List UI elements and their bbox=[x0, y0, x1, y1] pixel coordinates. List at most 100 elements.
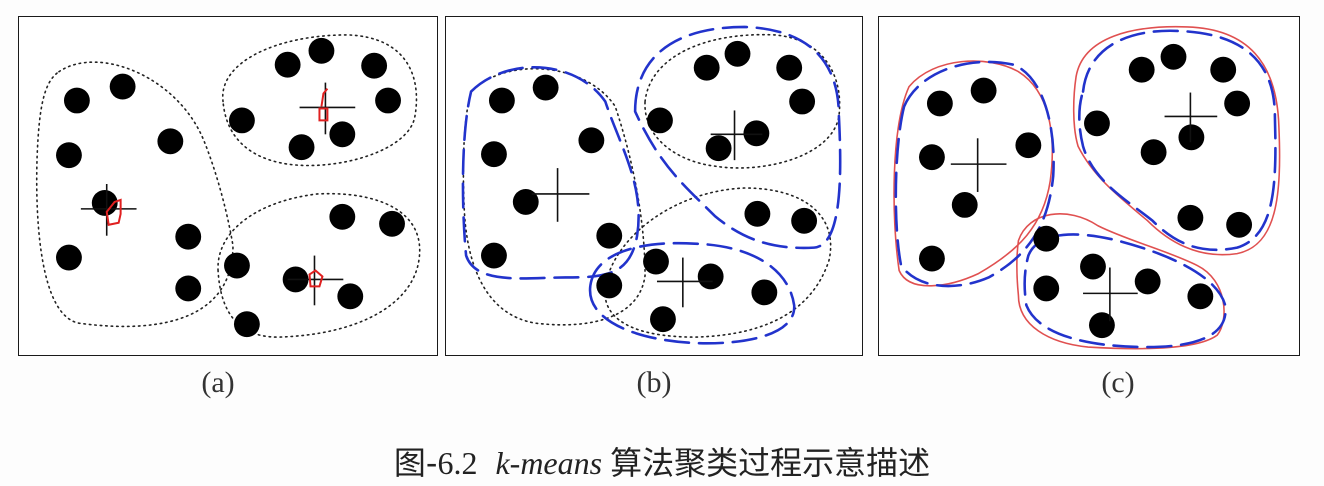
panel-a bbox=[18, 16, 438, 356]
data-point bbox=[751, 279, 778, 306]
data-point bbox=[1089, 312, 1115, 339]
data-point bbox=[919, 245, 945, 272]
data-point bbox=[157, 128, 184, 155]
cluster-boundary-final bbox=[1072, 25, 1281, 256]
caption-prefix: 图- bbox=[393, 444, 438, 482]
data-point bbox=[1178, 124, 1205, 151]
caption-text: 算法聚类过程示意描述 bbox=[610, 444, 931, 482]
data-point bbox=[481, 141, 507, 168]
panel-a-label: (a) bbox=[201, 366, 235, 399]
data-point bbox=[56, 244, 82, 271]
cluster-boundary-updated bbox=[633, 25, 842, 250]
data-point bbox=[488, 87, 515, 114]
panel-b-label: (b) bbox=[636, 366, 672, 399]
data-points bbox=[56, 37, 405, 338]
cluster-boundary-final-blue bbox=[1078, 29, 1277, 252]
data-point bbox=[1033, 275, 1060, 302]
data-point bbox=[647, 107, 673, 134]
centroid-cross bbox=[287, 255, 344, 306]
data-point bbox=[791, 207, 818, 234]
cluster-boundary-updated bbox=[461, 66, 640, 280]
data-point bbox=[919, 144, 945, 171]
data-point bbox=[789, 88, 816, 115]
cluster-boundary-updated bbox=[588, 241, 796, 345]
cluster-boundary bbox=[644, 33, 841, 169]
panel-c-label: (c) bbox=[1101, 366, 1135, 399]
data-point bbox=[1160, 43, 1187, 70]
data-point bbox=[1033, 225, 1060, 252]
data-point bbox=[274, 51, 301, 78]
data-point bbox=[1128, 56, 1155, 83]
data-point bbox=[329, 203, 356, 230]
data-point bbox=[596, 272, 623, 299]
data-point bbox=[56, 142, 82, 169]
data-point bbox=[175, 223, 202, 250]
data-point bbox=[951, 191, 978, 218]
data-point bbox=[288, 134, 315, 161]
cluster-boundary-final bbox=[1016, 213, 1225, 350]
cluster-boundary bbox=[35, 61, 234, 328]
data-point bbox=[1015, 132, 1042, 159]
panel-b-canvas bbox=[461, 25, 842, 345]
data-point bbox=[970, 77, 997, 104]
cluster-boundary-final-blue bbox=[1023, 233, 1227, 349]
data-point bbox=[650, 306, 676, 333]
data-point bbox=[1187, 283, 1214, 310]
centroid-cross bbox=[656, 257, 713, 308]
data-point bbox=[776, 54, 803, 81]
data-point bbox=[1226, 211, 1253, 238]
data-point bbox=[1177, 204, 1204, 231]
caption-algorithm: k-means bbox=[495, 445, 603, 481]
data-point bbox=[308, 37, 335, 64]
data-point bbox=[329, 121, 356, 148]
data-point bbox=[532, 74, 559, 101]
data-point bbox=[697, 263, 724, 290]
data-point bbox=[109, 73, 136, 100]
data-point bbox=[693, 54, 720, 81]
panel-b bbox=[445, 16, 863, 356]
cluster-boundary bbox=[462, 67, 646, 326]
data-point bbox=[724, 40, 751, 67]
data-point bbox=[361, 52, 388, 79]
annotation-mark bbox=[318, 87, 329, 122]
data-point bbox=[481, 242, 507, 269]
cluster-boundary bbox=[604, 187, 832, 338]
caption-number: 6.2 bbox=[437, 445, 478, 481]
data-point bbox=[926, 90, 953, 117]
data-point bbox=[578, 127, 605, 154]
data-points bbox=[481, 40, 818, 333]
panel-a-canvas bbox=[35, 34, 421, 338]
data-point bbox=[224, 252, 250, 279]
data-point bbox=[1084, 110, 1110, 137]
centroid-cross bbox=[1083, 267, 1138, 322]
data-point bbox=[1224, 90, 1251, 117]
data-point bbox=[175, 275, 202, 302]
data-point bbox=[744, 200, 771, 227]
data-point bbox=[1134, 268, 1161, 295]
data-point bbox=[643, 248, 669, 275]
annotation-mark bbox=[308, 269, 324, 288]
centroid-cross bbox=[950, 138, 1007, 192]
figure-caption: 图-6.2 k-means 算法聚类过程示意描述 bbox=[0, 438, 1324, 484]
annotation-mark bbox=[105, 198, 122, 226]
cluster-boundary bbox=[222, 34, 418, 167]
data-points bbox=[919, 43, 1253, 339]
data-point bbox=[228, 107, 255, 134]
data-point bbox=[512, 188, 539, 215]
data-point bbox=[379, 210, 405, 237]
data-point bbox=[1080, 253, 1106, 280]
data-point bbox=[233, 311, 260, 338]
centroid-cross bbox=[710, 110, 763, 161]
data-point bbox=[705, 135, 732, 162]
data-point bbox=[1210, 56, 1237, 83]
data-point bbox=[63, 87, 90, 114]
data-point bbox=[337, 283, 364, 310]
data-point bbox=[743, 120, 770, 147]
data-point bbox=[1140, 139, 1167, 166]
data-point bbox=[596, 222, 623, 249]
data-point bbox=[375, 87, 401, 114]
panel-c bbox=[878, 16, 1300, 356]
centroid-cross bbox=[1164, 92, 1218, 143]
cluster-boundary-final bbox=[893, 60, 1054, 287]
panel-c-canvas bbox=[893, 25, 1281, 350]
